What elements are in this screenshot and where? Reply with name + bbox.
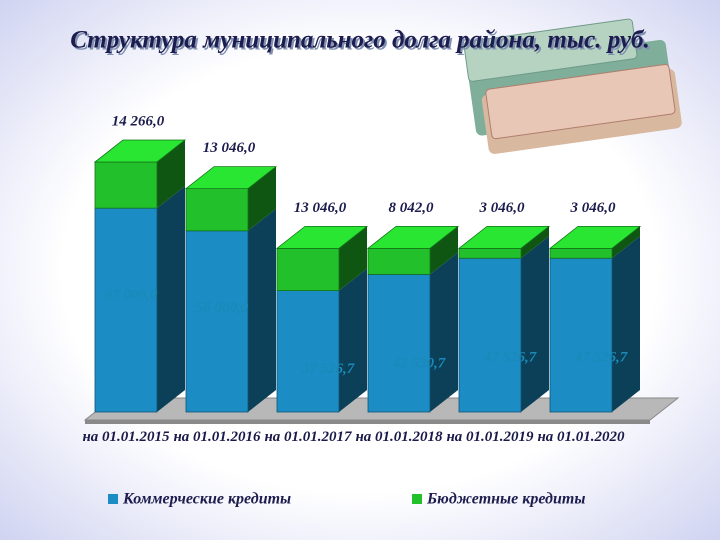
value-label: 47 526,7: [574, 350, 628, 366]
value-label: 8 042,0: [389, 200, 435, 216]
bar-side: [157, 140, 185, 209]
x-tick-label: на 01.01.2019: [446, 429, 534, 445]
value-label: 13 046,0: [294, 200, 347, 216]
bar-side: [157, 186, 185, 412]
bar: [185, 230, 249, 413]
bar-side: [339, 226, 367, 291]
bar: [549, 247, 613, 259]
bar: [94, 161, 158, 209]
x-tick-label: на 01.01.2020: [537, 429, 625, 445]
bar: [367, 273, 431, 413]
legend-swatch: [412, 494, 422, 504]
bar-side: [521, 226, 549, 259]
bar-side: [430, 252, 458, 412]
bar-top: [93, 139, 187, 163]
value-label: 63 000,0: [105, 287, 158, 303]
bar-side: [612, 236, 640, 412]
x-tick-label: на 01.01.2018: [355, 429, 443, 445]
value-label: 3 046,0: [479, 200, 526, 216]
bar-side: [248, 166, 276, 231]
bar: [458, 247, 522, 259]
bar: [276, 247, 340, 291]
x-tick-label: на 01.01.2017: [264, 429, 352, 445]
floor-edge: [85, 420, 650, 424]
value-label: 56 000,0: [196, 300, 249, 316]
bar: [367, 247, 431, 275]
title-shadow: Структура муниципального долга района, т…: [72, 29, 652, 56]
category-label-box: на 01.01.2015: [82, 429, 170, 445]
bar-side: [521, 236, 549, 412]
x-tick-label: на 01.01.2015: [82, 429, 170, 445]
category-label-box: на 01.01.2016: [173, 429, 261, 445]
bar: [549, 257, 613, 413]
bar-side: [339, 268, 367, 412]
bar: [185, 188, 249, 232]
money-illustration: [463, 18, 682, 154]
bar: [276, 290, 340, 413]
value-label: 3 046,0: [570, 200, 617, 216]
x-tick-label: на 01.01.2016: [173, 429, 261, 445]
value-label: 42 530,7: [392, 355, 446, 371]
legend-swatch: [108, 494, 118, 504]
bar: [458, 257, 522, 413]
legend-label: Коммерческие кредиты: [122, 491, 291, 508]
value-label: 14 266,0: [112, 113, 165, 129]
category-label-box: на 01.01.2017: [264, 429, 352, 445]
bar: [94, 207, 158, 413]
bar-side: [612, 226, 640, 259]
legend-label: Бюджетные кредиты: [426, 491, 585, 508]
value-label: 13 046,0: [203, 140, 256, 156]
value-label: 47 526,7: [483, 350, 537, 366]
bar-side: [430, 226, 458, 275]
bar-top: [548, 225, 642, 249]
bar-top: [184, 166, 278, 189]
chart-title: Структура муниципального долга района, т…: [70, 27, 650, 54]
category-label-box: на 01.01.2020: [537, 429, 625, 445]
bar-top: [457, 225, 551, 249]
category-label-box: на 01.01.2018: [355, 429, 443, 445]
category-label-box: на 01.01.2019: [446, 429, 534, 445]
bar-side: [248, 208, 276, 412]
bar-top: [366, 225, 460, 249]
bar-top: [275, 225, 369, 249]
value-label: 37 526,7: [301, 361, 355, 377]
